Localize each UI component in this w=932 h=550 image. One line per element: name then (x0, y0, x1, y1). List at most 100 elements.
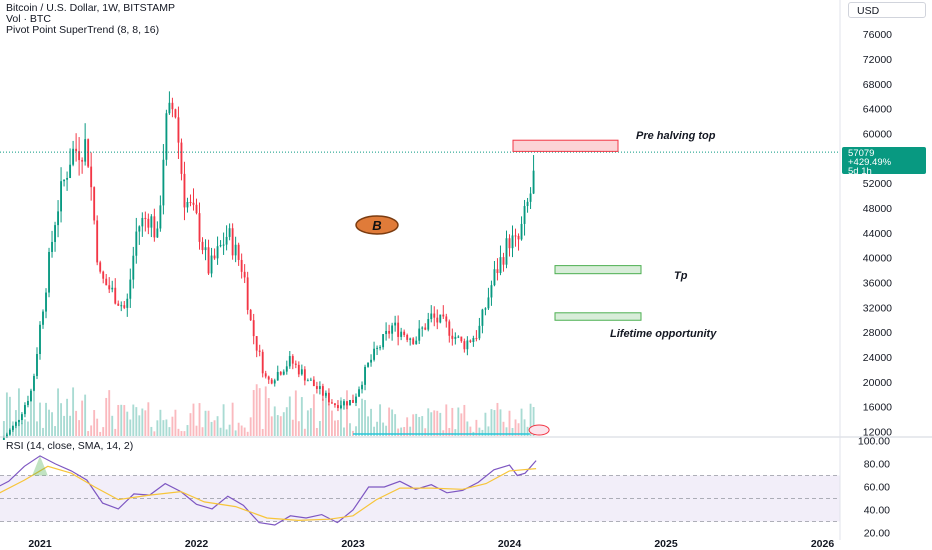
volume-bar (303, 428, 306, 436)
candle-body (201, 241, 204, 251)
volume-bar (532, 407, 535, 436)
candle-body (147, 218, 150, 228)
volume-bar (117, 404, 120, 436)
candle-body (87, 139, 90, 167)
candle-body (150, 216, 153, 228)
volume-bar (8, 396, 11, 436)
volume-bar (324, 394, 327, 436)
volume-bar (144, 410, 147, 436)
volume-bar (312, 394, 315, 436)
volume-bar (249, 417, 252, 436)
candle-body (210, 255, 213, 274)
candle-body (454, 336, 457, 339)
volume-bar (276, 415, 279, 436)
candle-body (75, 148, 78, 152)
volume-bar (349, 423, 351, 436)
price-pane[interactable]: Pre halving top Tp Lifetime opportunity B (0, 91, 840, 442)
price-tick-label: 20000 (863, 377, 892, 389)
candle-body (204, 247, 207, 251)
volume-bar (45, 402, 47, 436)
candle-body (490, 285, 493, 298)
candle-body (451, 335, 454, 339)
price-tick-label: 24000 (863, 352, 892, 364)
volume-bar (270, 416, 273, 436)
volume-bar (484, 412, 487, 436)
volume-bar (418, 416, 421, 436)
volume-bar (469, 426, 472, 436)
volume-bar (24, 419, 26, 436)
candle-body (267, 376, 270, 380)
volume-bar (502, 421, 505, 436)
candle-body (129, 279, 132, 299)
volume-bar (433, 410, 436, 436)
volume-bar (499, 409, 502, 436)
candle-body (111, 287, 114, 290)
rsi-pane[interactable] (0, 440, 840, 540)
volume-bar (463, 404, 466, 436)
candle-body (243, 271, 246, 278)
volume-bar (385, 425, 388, 436)
rsi-line (0, 455, 537, 526)
volume-bar (243, 427, 246, 436)
candle-body (48, 251, 50, 293)
price-tick-label: 48000 (863, 203, 892, 215)
price-tick-label: 32000 (863, 302, 892, 314)
candle-body (514, 235, 517, 237)
rsi-overbought-fill (32, 455, 48, 476)
price-tick-label: 52000 (863, 178, 892, 190)
candle-body (303, 369, 306, 381)
volume-bar (153, 431, 156, 436)
candle-body (346, 401, 348, 406)
volume-bar (246, 431, 249, 436)
candle-body (63, 179, 66, 182)
volume-bar (60, 403, 63, 436)
candle-body (261, 351, 264, 374)
volume-bar (340, 397, 342, 436)
volume-bar (424, 428, 427, 436)
volume-bar (300, 397, 303, 436)
candle-body (24, 405, 26, 415)
zone-target (554, 265, 642, 275)
candle-body (189, 202, 192, 204)
candle-body (246, 277, 249, 310)
candle-body (126, 298, 129, 308)
currency-selector[interactable]: USD (848, 2, 926, 18)
volume-bar (376, 421, 379, 436)
price-tick-label: 36000 (863, 278, 892, 290)
rsi-tick-label: 100.00 (858, 436, 890, 448)
volume-bar (493, 410, 496, 436)
candle-body (228, 228, 231, 237)
candle-body (14, 422, 17, 426)
volume-bar (5, 392, 8, 436)
volume-bar (427, 408, 430, 436)
candle-body (192, 202, 195, 205)
volume-bar (306, 410, 309, 436)
candle-body (42, 311, 44, 325)
candle-body (213, 255, 216, 259)
candle-body (180, 142, 183, 174)
rsi-background (0, 440, 840, 540)
candle-body (186, 202, 189, 208)
candle-body (2, 437, 5, 442)
rsi-tick-label: 80.00 (864, 459, 890, 471)
volume-bar (123, 405, 126, 436)
supertrend-legend: Pivot Point SuperTrend (8, 8, 16) (6, 24, 160, 36)
volume-bar (508, 410, 511, 436)
volume-bar (412, 414, 415, 436)
volume-bar (279, 416, 282, 436)
volume-bar (105, 397, 108, 436)
volume-bar (529, 403, 532, 436)
volume-bar (400, 427, 403, 436)
candle-body (207, 247, 210, 274)
candle-body (135, 231, 138, 256)
volume-bar (90, 425, 93, 436)
price-tick-label: 28000 (863, 327, 892, 339)
volume-bar (27, 421, 29, 436)
logo-badge-icon (355, 215, 399, 235)
volume-bar (69, 415, 72, 436)
candle-body (352, 399, 354, 403)
candle-body (412, 338, 415, 345)
candle-body (526, 201, 529, 207)
rsi-tick-label: 20.00 (864, 528, 890, 540)
